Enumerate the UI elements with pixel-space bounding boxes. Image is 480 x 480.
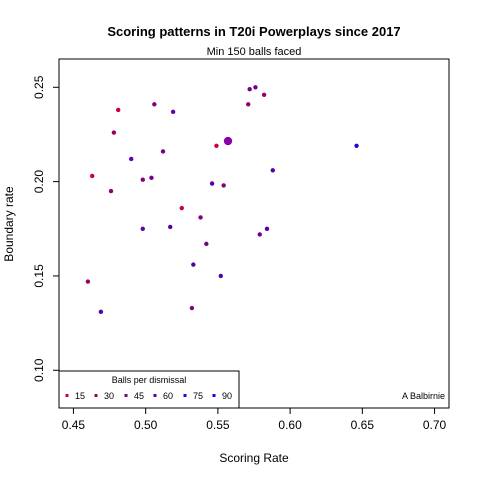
data-point-4: [111, 130, 117, 135]
data-points: [85, 85, 359, 314]
chart-title: Scoring patterns in T20i Powerplays sinc…: [107, 24, 400, 39]
y-tick-label-2: 0.20: [32, 170, 46, 194]
data-point-24: [247, 86, 252, 92]
x-tick-label-2: 0.55: [206, 418, 230, 432]
legend-swatch-5: [212, 394, 216, 397]
data-point-22: [221, 183, 226, 188]
data-point-15: [189, 305, 195, 311]
data-point-21: [218, 273, 223, 279]
legend-label-2: 45: [134, 391, 144, 401]
data-point-28: [264, 226, 270, 231]
data-point-19: [209, 181, 215, 186]
data-point-12: [170, 109, 176, 115]
data-point-18: [204, 241, 209, 247]
data-point-9: [152, 102, 157, 107]
data-point-29: [270, 168, 275, 173]
legend-label-0: 15: [75, 391, 85, 401]
x-tick-label-0: 0.45: [62, 418, 86, 432]
legend-box: [58, 370, 240, 409]
x-tick-label-5: 0.70: [423, 418, 447, 432]
legend-swatch-4: [183, 394, 187, 397]
legend-entries: 15 30 45 60 75 90: [65, 391, 232, 401]
x-axis-label: Scoring Rate: [219, 451, 289, 465]
data-point-6: [129, 156, 134, 162]
chart-subtitle: Min 150 balls faced: [207, 46, 302, 58]
x-axis: 0.45 0.50 0.55 0.60 0.65 0.70: [62, 408, 447, 432]
annotation-label: A Balbirnie: [402, 391, 445, 401]
plot-frame: [58, 58, 450, 409]
data-point-14: [179, 205, 184, 211]
data-point-16: [191, 262, 196, 267]
data-point-0: [116, 107, 121, 113]
data-point-20: [214, 143, 219, 148]
legend-label-1: 30: [104, 391, 114, 401]
data-point-26: [261, 92, 267, 98]
legend-swatch-2: [124, 394, 128, 397]
legend-label-3: 60: [163, 391, 173, 401]
data-point-11: [160, 149, 166, 154]
legend-swatch-1: [94, 394, 98, 397]
y-tick-label-0: 0.10: [32, 358, 46, 382]
data-point-25: [253, 85, 258, 90]
y-axis-label: Boundary rate: [2, 186, 16, 262]
y-tick-label-1: 0.15: [32, 264, 46, 288]
data-point-8: [149, 175, 154, 181]
legend-title: Balls per dismissal: [112, 375, 187, 385]
data-point-3: [98, 309, 104, 314]
legend-label-4: 75: [193, 391, 203, 401]
data-point-27: [257, 232, 262, 237]
legend-swatch-0: [65, 394, 69, 397]
data-point-17: [198, 215, 203, 220]
x-tick-label-3: 0.60: [278, 418, 302, 432]
x-tick-label-4: 0.65: [351, 418, 375, 432]
data-point-5: [108, 188, 114, 194]
data-point-7: [140, 177, 145, 182]
legend-swatch-3: [153, 394, 157, 397]
data-point-2: [85, 279, 91, 284]
data-point-13: [168, 224, 173, 230]
data-point-23: [246, 102, 251, 107]
x-tick-label-1: 0.50: [134, 418, 158, 432]
y-axis: 0.10 0.15 0.20 0.25: [32, 75, 59, 382]
data-point-10: [140, 226, 145, 231]
y-tick-label-3: 0.25: [32, 75, 46, 99]
data-point-1: [90, 173, 95, 179]
highlight-point: [223, 136, 233, 146]
legend-label-5: 90: [222, 391, 232, 401]
legend: Balls per dismissal 15 30 45 60 75 90: [58, 370, 240, 409]
data-point-30: [354, 143, 359, 148]
